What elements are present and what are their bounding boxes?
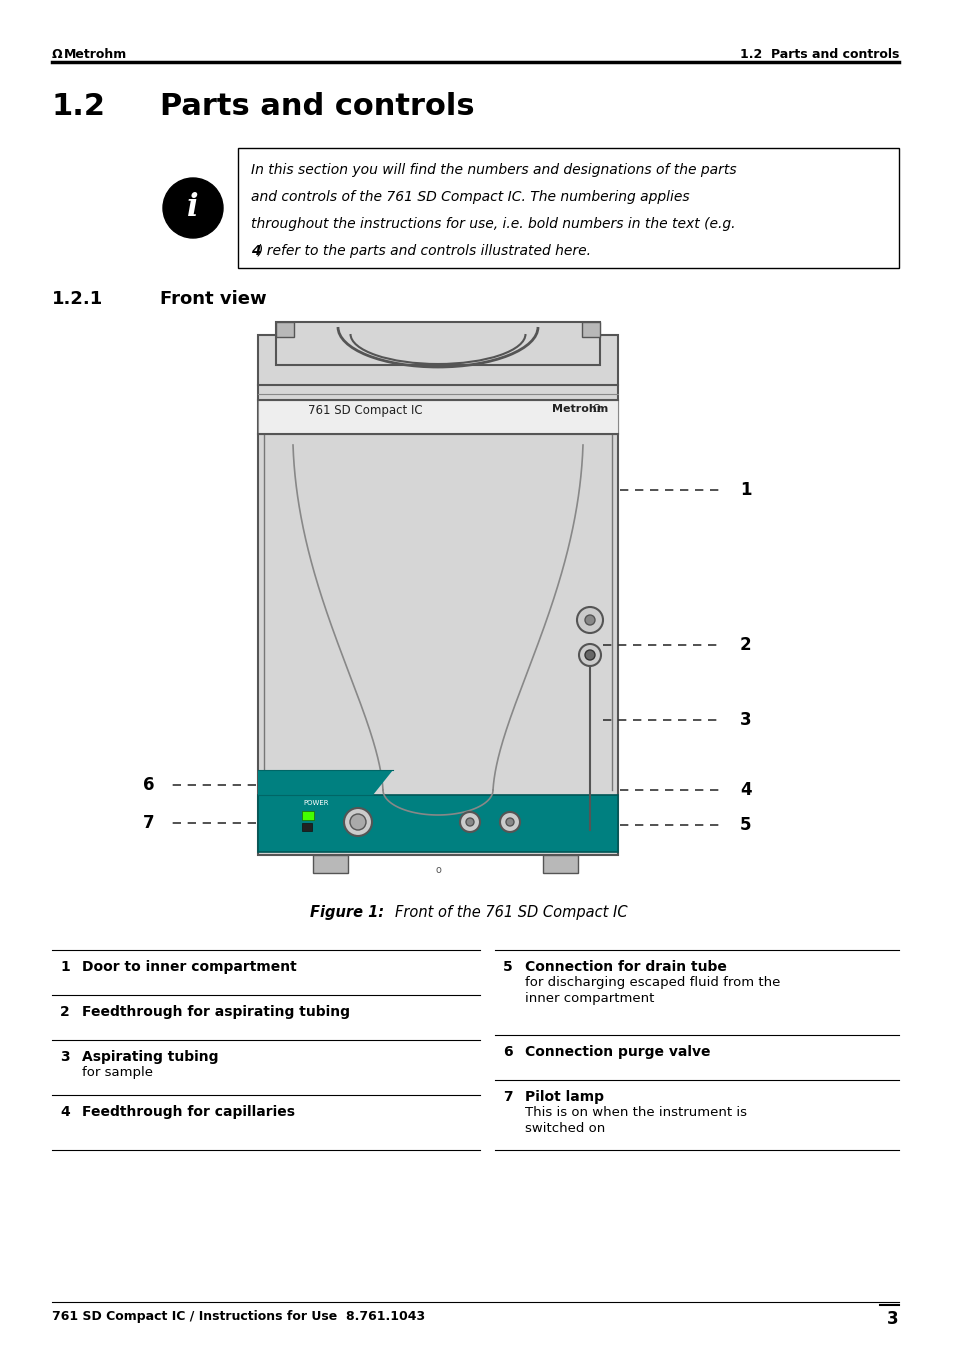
- Text: Connection purge valve: Connection purge valve: [524, 1046, 710, 1059]
- Text: 7: 7: [143, 815, 154, 832]
- Text: Pilot lamp: Pilot lamp: [524, 1090, 603, 1104]
- Text: 761 SD Compact IC / Instructions for Use  8.761.1043: 761 SD Compact IC / Instructions for Use…: [52, 1310, 425, 1323]
- Circle shape: [499, 812, 519, 832]
- Bar: [275, 322, 599, 365]
- Bar: [302, 811, 314, 820]
- Text: 5: 5: [740, 816, 751, 834]
- Text: 1.2: 1.2: [52, 92, 106, 122]
- Text: switched on: switched on: [524, 1121, 604, 1135]
- Bar: [275, 322, 294, 336]
- Text: Metrohm: Metrohm: [64, 49, 127, 61]
- Text: 3: 3: [740, 711, 751, 730]
- Text: ) refer to the parts and controls illustrated here.: ) refer to the parts and controls illust…: [257, 245, 592, 258]
- Text: Aspirating tubing: Aspirating tubing: [82, 1050, 218, 1065]
- Text: Figure 1:: Figure 1:: [310, 905, 384, 920]
- Text: In this section you will find the numbers and designations of the parts: In this section you will find the number…: [251, 163, 736, 177]
- Text: Connection for drain tube: Connection for drain tube: [524, 961, 726, 974]
- Bar: [542, 855, 578, 873]
- Circle shape: [344, 808, 372, 836]
- Text: 761 SD Compact IC: 761 SD Compact IC: [308, 404, 422, 417]
- Circle shape: [577, 607, 602, 634]
- Text: for discharging escaped fluid from the: for discharging escaped fluid from the: [524, 975, 780, 989]
- Circle shape: [505, 817, 514, 825]
- Circle shape: [578, 644, 600, 666]
- Text: 7: 7: [502, 1090, 512, 1104]
- Bar: [257, 794, 618, 852]
- Text: i: i: [187, 192, 198, 223]
- Bar: [237, 149, 898, 267]
- Circle shape: [459, 812, 479, 832]
- Text: 1: 1: [740, 481, 751, 499]
- Text: 5: 5: [502, 961, 512, 974]
- Bar: [581, 322, 599, 336]
- Text: 2: 2: [60, 1005, 70, 1019]
- Text: Ω: Ω: [52, 49, 63, 61]
- Text: throughout the instructions for use, i.e. bold numbers in the text (e.g.: throughout the instructions for use, i.e…: [251, 218, 735, 231]
- Text: for sample: for sample: [82, 1066, 152, 1079]
- Text: POWER: POWER: [303, 800, 328, 807]
- Text: Front view: Front view: [160, 290, 266, 308]
- Bar: [302, 823, 312, 831]
- Text: inner compartment: inner compartment: [524, 992, 654, 1005]
- Text: 4: 4: [740, 781, 751, 798]
- Text: 6: 6: [143, 775, 154, 794]
- Text: 6: 6: [502, 1046, 512, 1059]
- Text: 1: 1: [60, 961, 70, 974]
- Circle shape: [163, 178, 223, 238]
- Circle shape: [584, 650, 595, 661]
- Text: Front of the 761 SD Compact IC: Front of the 761 SD Compact IC: [395, 905, 627, 920]
- Text: Metrohm: Metrohm: [551, 404, 607, 413]
- Text: 1.2  Parts and controls: 1.2 Parts and controls: [739, 49, 898, 61]
- Text: 3: 3: [886, 1310, 898, 1328]
- Circle shape: [465, 817, 474, 825]
- Text: 1.2.1: 1.2.1: [52, 290, 103, 308]
- Text: 4: 4: [251, 245, 260, 258]
- Bar: [257, 335, 618, 855]
- Polygon shape: [257, 770, 393, 794]
- Text: Ω: Ω: [592, 404, 599, 413]
- Text: and controls of the 761 SD Compact IC. The numbering applies: and controls of the 761 SD Compact IC. T…: [251, 190, 689, 204]
- Text: o: o: [435, 865, 440, 875]
- Bar: [257, 400, 618, 434]
- Text: This is on when the instrument is: This is on when the instrument is: [524, 1106, 746, 1119]
- Text: Door to inner compartment: Door to inner compartment: [82, 961, 296, 974]
- Text: 3: 3: [60, 1050, 70, 1065]
- Bar: [313, 855, 348, 873]
- Text: Feedthrough for aspirating tubing: Feedthrough for aspirating tubing: [82, 1005, 350, 1019]
- Text: 4: 4: [60, 1105, 70, 1119]
- Circle shape: [584, 615, 595, 626]
- Text: Feedthrough for capillaries: Feedthrough for capillaries: [82, 1105, 294, 1119]
- Circle shape: [350, 815, 366, 830]
- Text: Parts and controls: Parts and controls: [160, 92, 475, 122]
- Text: 2: 2: [740, 636, 751, 654]
